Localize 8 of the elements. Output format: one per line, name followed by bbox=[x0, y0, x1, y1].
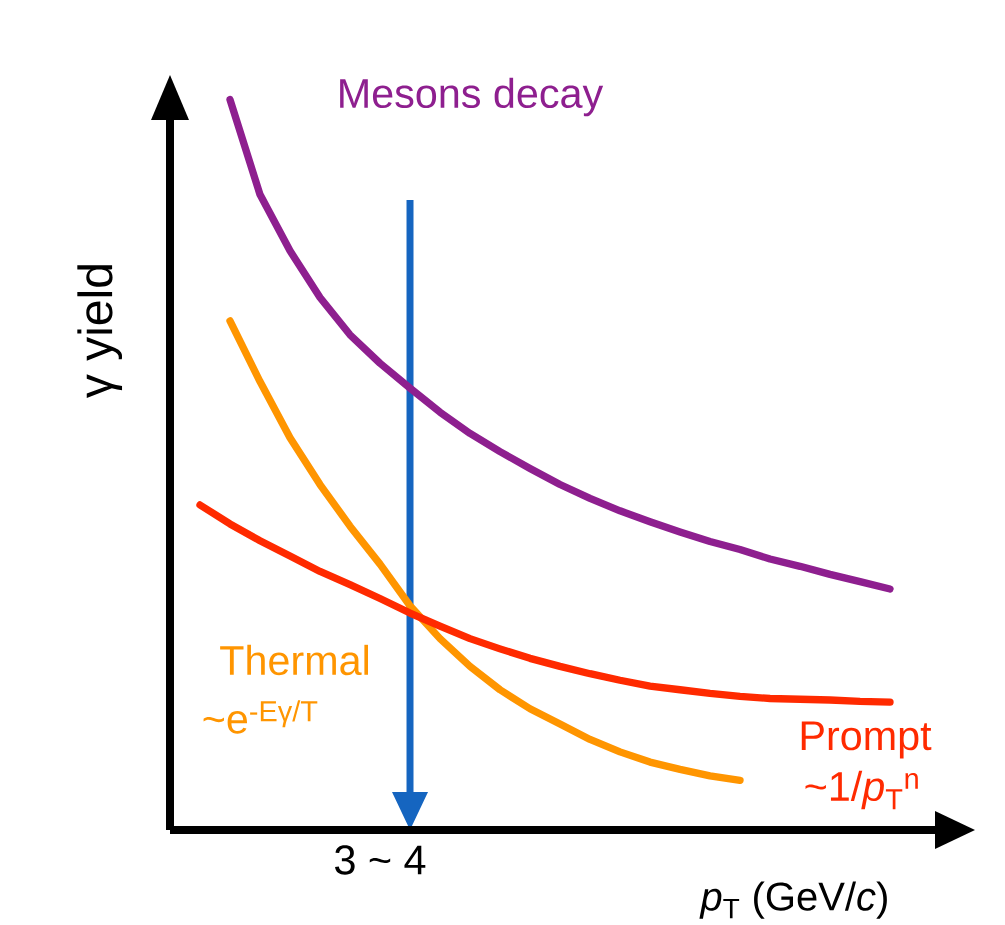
text: 3 ~ 4 bbox=[335, 845, 426, 875]
x-axis-title: p$_{T}$ (GeV/c) bbox=[699, 881, 887, 919]
annotation: ~e$^{-Eγ/T}$ bbox=[203, 700, 318, 734]
text: Mesons decay bbox=[340, 77, 604, 117]
series-label: Thermal bbox=[220, 644, 369, 676]
y-axis-title: γ yield bbox=[77, 265, 123, 398]
annotation: ~1/p$_{T}$n bbox=[805, 770, 918, 810]
series-label: Prompt bbox=[801, 721, 932, 759]
